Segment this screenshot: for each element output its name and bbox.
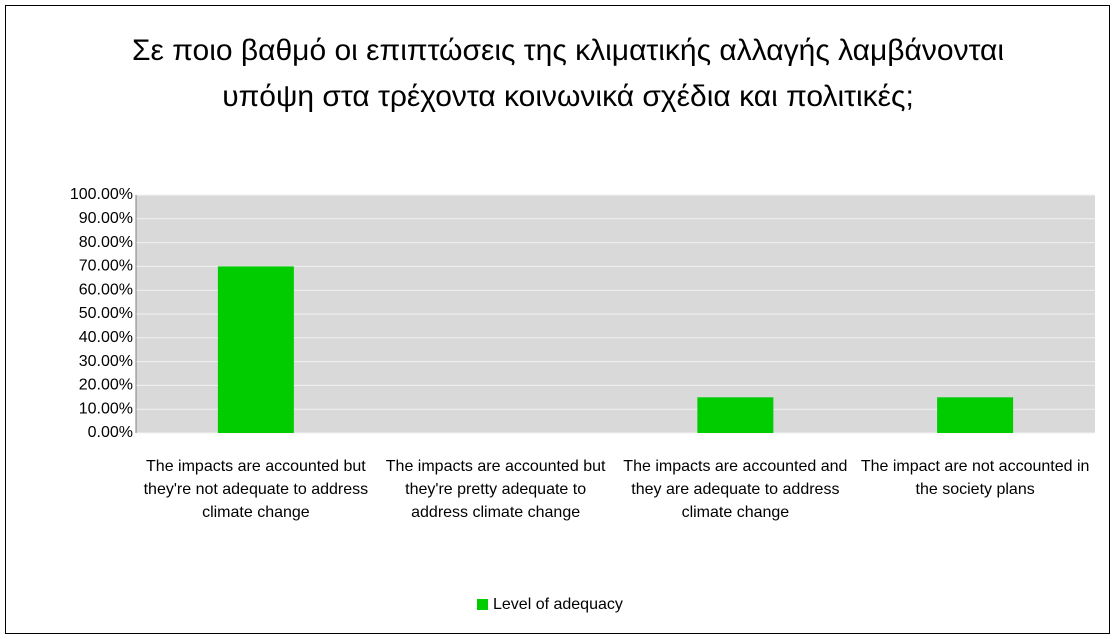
x-tick-label: The impacts are accounted but they're pr… [385,458,606,521]
x-tick-label: The impact are not accounted in the soci… [860,458,1090,498]
x-tick-label: The impacts are accounted and they are a… [623,458,848,521]
legend-swatch [477,599,488,610]
x-tick-label: The impacts are accounted but they're no… [143,458,369,521]
y-tick-label: 70.00% [79,258,133,275]
bar [217,266,294,433]
bar [697,397,774,433]
y-tick-label: 10.00% [79,400,133,417]
y-tick-label: 0.00% [88,424,133,441]
bar [937,397,1014,433]
chart-title: Σε ποιο βαθμό οι επιπτώσεις της κλιματικ… [131,34,1005,113]
y-tick-label: 80.00% [79,234,133,251]
y-tick-label: 50.00% [79,305,133,322]
y-tick-label: 60.00% [79,281,133,298]
y-tick-label: 100.00% [70,186,133,203]
y-tick-label: 30.00% [79,353,133,370]
y-tick-label: 20.00% [79,377,133,394]
y-tick-label: 90.00% [79,210,133,227]
legend-label: Level of adequacy [493,596,623,613]
y-tick-label: 40.00% [79,329,133,346]
